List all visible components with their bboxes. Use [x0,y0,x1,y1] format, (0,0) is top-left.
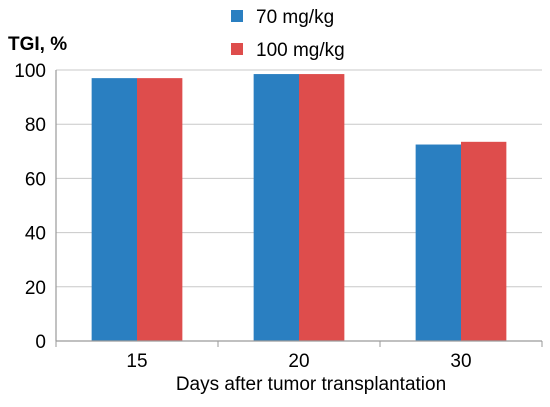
x-tick-label: 20 [288,351,309,372]
y-axis-label: TGI, % [8,34,67,55]
x-tick-labels: 15 20 30 [126,351,471,372]
y-tick-label: 40 [25,224,46,245]
bar-70-mg-kg-day-15 [91,78,137,341]
y-tick-label: 0 [35,332,46,353]
y-tick-label: 80 [25,115,46,136]
y-tick-label: 100 [14,61,46,82]
axes [55,70,543,347]
bar-70-mg-kg-day-20 [253,74,299,341]
legend-swatch-100-mg-kg [231,43,243,55]
legend: 70 mg/kg 100 mg/kg [231,7,345,61]
y-tick-label: 60 [25,169,46,190]
legend-label-100-mg-kg: 100 mg/kg [256,40,345,61]
legend-swatch-70-mg-kg [231,10,243,22]
legend-label-70-mg-kg: 70 mg/kg [256,7,334,28]
bar-100-mg-kg-day-20 [299,74,345,341]
bar-70-mg-kg-day-30 [415,144,461,341]
x-tick-label: 30 [450,351,471,372]
x-axis-label: Days after tumor transplantation [176,374,446,395]
bar-100-mg-kg-day-15 [137,78,183,341]
x-tick-label: 15 [126,351,147,372]
y-tick-label: 20 [25,278,46,299]
y-tick-labels: 0 20 40 60 80 100 [14,61,46,353]
bar-100-mg-kg-day-30 [461,141,507,341]
bars [91,74,507,341]
